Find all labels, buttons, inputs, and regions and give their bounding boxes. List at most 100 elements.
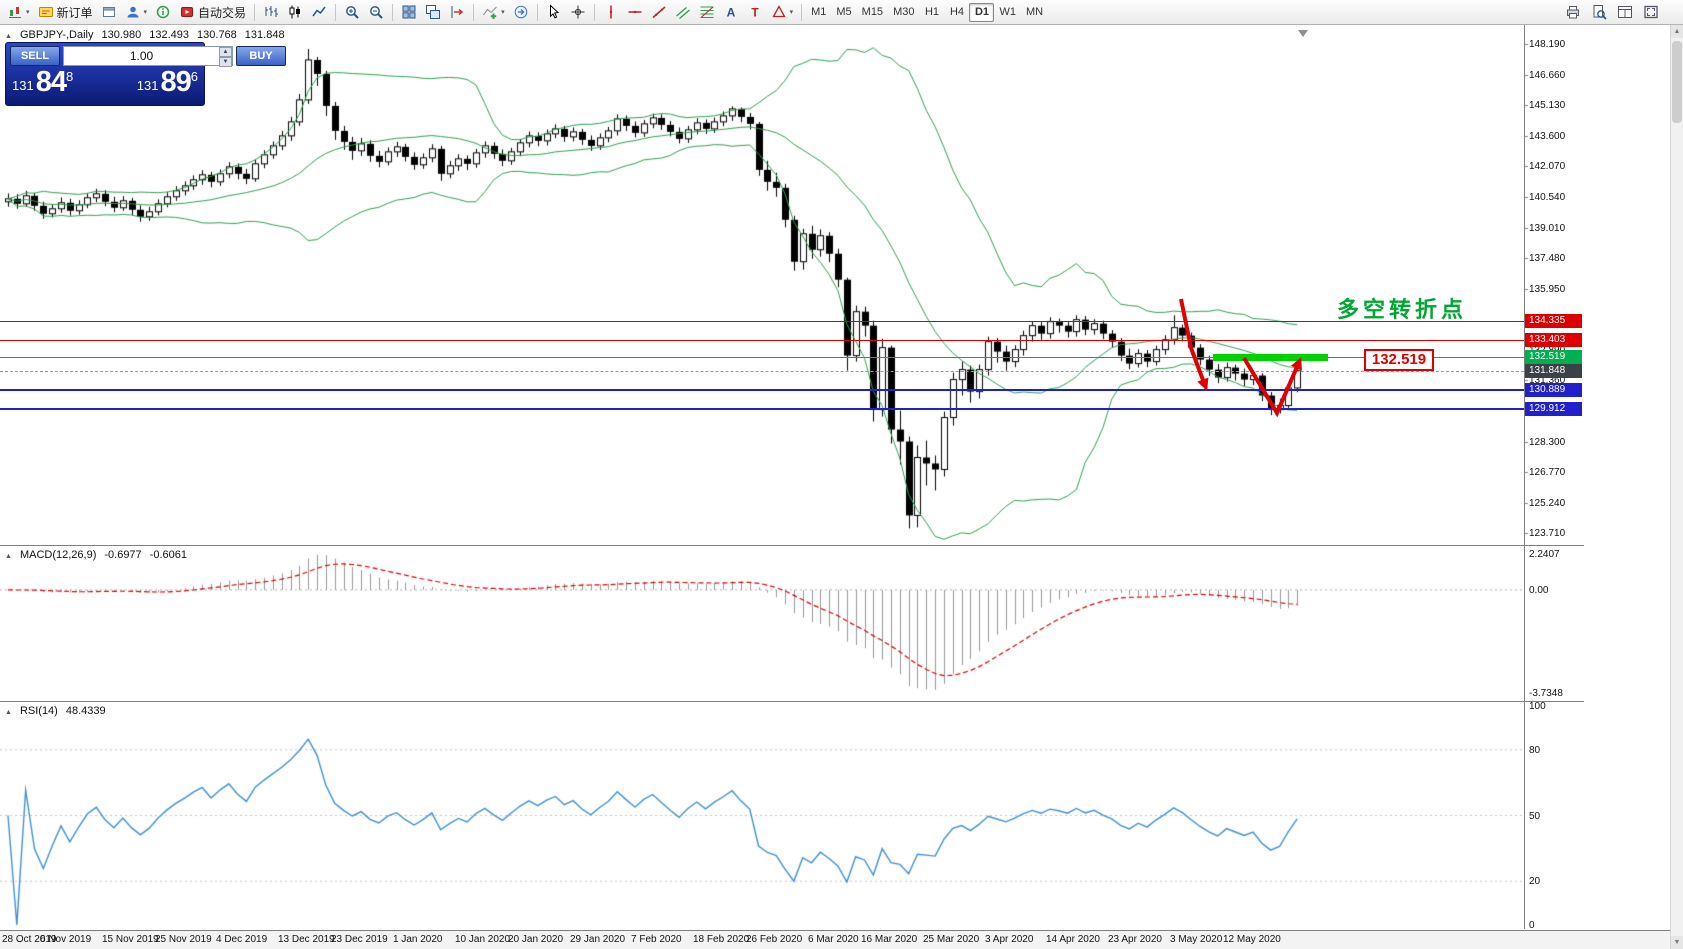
caret-down-icon: ▾ (143, 9, 148, 16)
horizontal-line-object[interactable] (0, 321, 1524, 322)
textA-icon: A (726, 6, 735, 20)
new-indicator-button[interactable]: ▾ (478, 2, 509, 23)
price-axis-tick: 145.130 (1529, 100, 1566, 111)
price-axis-tick: 123.710 (1529, 528, 1566, 539)
price-axis-tick: 137.480 (1529, 253, 1566, 264)
arrange-windows-button[interactable] (421, 2, 445, 23)
chart-shift-toggle-button[interactable] (445, 2, 469, 23)
scroll-up-icon[interactable]: ▲ (1671, 25, 1683, 38)
new-chart-button[interactable]: ▾ (3, 2, 34, 23)
horizontal-line-object[interactable] (0, 389, 1524, 391)
zoomin-icon (346, 6, 359, 19)
data-center-button[interactable] (151, 2, 175, 23)
price-axis-tick: 128.300 (1529, 437, 1566, 448)
symbol-label: GBPJPY-,Daily (19, 29, 94, 41)
date-axis-label: 18 Feb 2020 (693, 934, 750, 945)
tile-windows-button[interactable] (397, 2, 421, 23)
cursor-button[interactable] (542, 2, 566, 23)
rsi-collapse-icon[interactable]: ▲ (5, 709, 12, 716)
print-button[interactable] (1561, 2, 1585, 23)
macd-collapse-icon[interactable]: ▲ (5, 553, 12, 560)
print-preview-button[interactable] (1587, 2, 1611, 23)
timeframe-m5-button[interactable]: M5 (831, 3, 856, 22)
price-axis-line (1524, 25, 1525, 929)
timeframe-m30-button[interactable]: M30 (888, 3, 919, 22)
macd-rsi-splitter[interactable] (0, 701, 1584, 702)
timeframe-d1-button[interactable]: D1 (969, 2, 995, 22)
cross-icon (571, 5, 585, 19)
chart-shift-marker[interactable] (1298, 30, 1308, 37)
full-screen-button[interactable] (1639, 2, 1663, 23)
bar-chart-button[interactable] (259, 2, 283, 23)
timeframe-h1-button[interactable]: H1 (919, 3, 944, 22)
one-click-collapse-icon[interactable]: ▲ (5, 33, 12, 40)
line-chart-button[interactable] (307, 2, 331, 23)
new-order-button[interactable]: 新订单 (34, 2, 97, 23)
horizontal-line-button[interactable] (623, 2, 647, 23)
svg-text:A: A (726, 6, 735, 20)
chart-macd-splitter[interactable] (0, 545, 1584, 546)
sell-button[interactable]: SELL (10, 46, 60, 66)
window-icon (102, 7, 115, 17)
buy-button[interactable]: BUY (236, 46, 286, 66)
text-label-tool-button[interactable]: T (743, 2, 767, 23)
scrollbar-thumb[interactable] (1672, 41, 1682, 123)
date-axis-label: 14 Apr 2020 (1046, 934, 1100, 945)
scroll-down-icon[interactable]: ▼ (1671, 936, 1683, 949)
auto-trading-button[interactable]: 自动交易 (175, 2, 250, 23)
open-value: 130.980 (101, 29, 142, 41)
caret-down-icon: ▾ (26, 9, 30, 16)
horizontal-line-object[interactable] (0, 357, 1524, 358)
horizontal-line-object[interactable] (0, 408, 1524, 410)
profile-button[interactable]: ▾ (121, 2, 152, 23)
window-layout-button[interactable] (1613, 2, 1637, 23)
turning-point-annotation[interactable]: 多空转折点 (1337, 297, 1468, 322)
bid-pip: 8 (65, 69, 74, 84)
timeframe-m15-button[interactable]: M15 (857, 3, 888, 22)
date-axis-label: 26 Feb 2020 (746, 934, 803, 945)
zoom-out-button[interactable] (364, 2, 388, 23)
volume-up-button[interactable]: ▲ (219, 47, 232, 57)
macd-scale-min: -3.7348 (1529, 688, 1563, 699)
toolbar-separator (392, 3, 394, 21)
auto-scroll-button[interactable] (509, 2, 533, 23)
macd-scale-zero: 0.00 (1529, 585, 1549, 596)
addind-icon (483, 6, 497, 19)
equidistant-channel-button[interactable] (671, 2, 695, 23)
rsi-scale-50: 50 (1529, 811, 1541, 822)
timeframe-m1-button[interactable]: M1 (806, 3, 831, 22)
zoom-in-button[interactable] (340, 2, 364, 23)
preview-icon (1593, 5, 1607, 20)
cursor-icon (549, 4, 559, 19)
toolbar-separator (801, 3, 803, 21)
bid-price[interactable]: 131 84 8 (12, 68, 73, 97)
vertical-line-button[interactable] (599, 2, 623, 23)
zoomout-icon (370, 6, 383, 19)
tiles-icon (402, 5, 416, 19)
date-axis[interactable] (0, 930, 1683, 949)
vertical-scrollbar[interactable]: ▲ ▼ (1670, 25, 1683, 949)
timeframe-h4-button[interactable]: H4 (944, 3, 969, 22)
candlestick-chart-button[interactable] (283, 2, 307, 23)
arrows-tool-button[interactable]: ▾ (767, 2, 798, 23)
date-axis-label: 20 Jan 2020 (508, 934, 564, 945)
crosshair-button[interactable] (566, 2, 590, 23)
support-level-segment[interactable] (1213, 354, 1328, 361)
date-axis-label: 23 Dec 2019 (331, 934, 388, 945)
price-level-tag[interactable]: 132.519 (1364, 349, 1434, 371)
timeframe-mn-button[interactable]: MN (1021, 3, 1048, 22)
volume-down-button[interactable]: ▼ (219, 57, 232, 67)
chart-window-button[interactable] (97, 2, 121, 23)
fibonacci-retracement-button[interactable] (695, 2, 719, 23)
channel-icon (675, 7, 690, 19)
horizontal-line-object[interactable] (0, 340, 1524, 341)
volume-input[interactable] (64, 47, 219, 65)
toolbar-separator (536, 3, 538, 21)
trendline-button[interactable] (647, 2, 671, 23)
text-tool-button[interactable]: A (719, 2, 743, 23)
date-axis-label: 28 Oct 2019 (2, 934, 57, 945)
timeframe-w1-button[interactable]: W1 (994, 3, 1021, 22)
ask-price[interactable]: 131 89 6 (137, 68, 198, 97)
price-axis-tick: 139.010 (1529, 223, 1566, 234)
